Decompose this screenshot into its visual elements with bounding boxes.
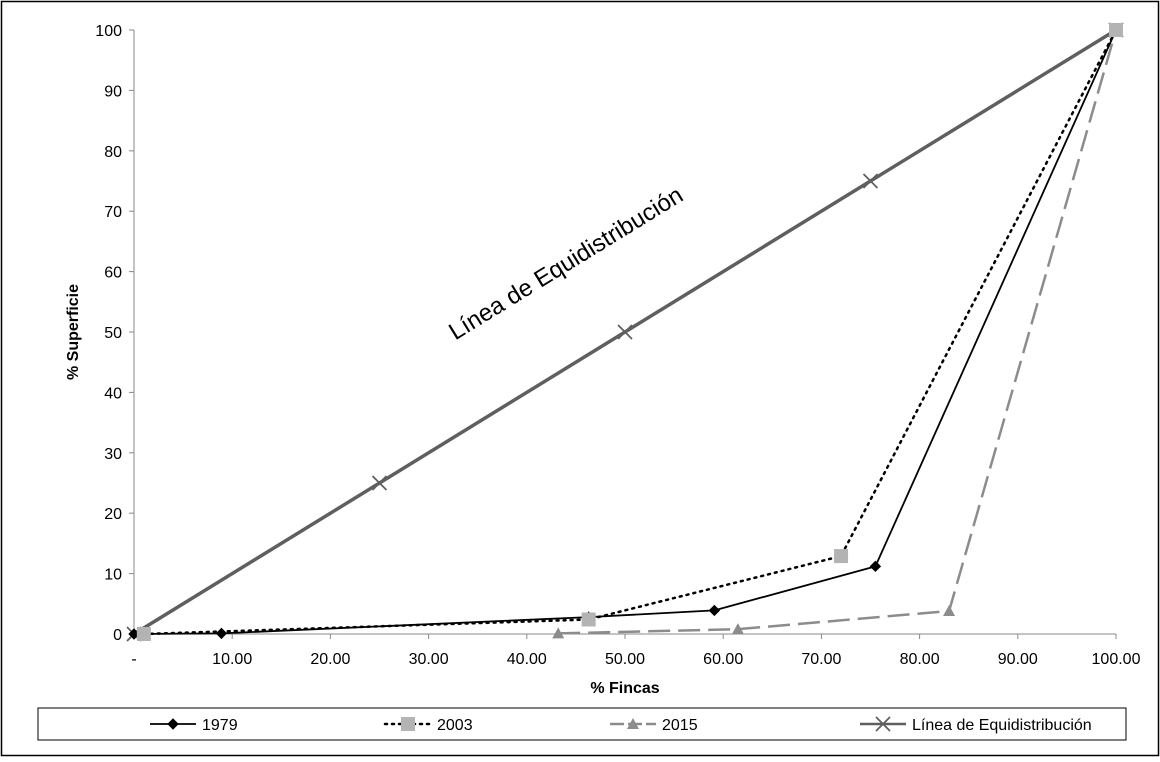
x-axis-title: % Fincas	[590, 680, 659, 697]
data-point-2003	[581, 612, 596, 627]
legend-item-2003: 2003	[383, 717, 473, 734]
series-2003	[136, 23, 1123, 641]
x-tick-label: 50.00	[605, 651, 645, 668]
y-tick-label: 60	[104, 265, 122, 282]
legend-marker-2003	[401, 717, 415, 731]
data-point-l-nea-de-equidistribuci-n	[862, 173, 879, 189]
legend-marker-l-nea-de-equidistribuci-n	[875, 716, 891, 732]
y-tick-label: 80	[104, 144, 122, 161]
y-tick-label: 40	[104, 385, 122, 402]
x-tick-label: 90.00	[998, 651, 1038, 668]
x-tick-label: 30.00	[409, 651, 449, 668]
x-tick-label: 80.00	[900, 651, 940, 668]
legend-item-2015: 2015	[610, 717, 698, 734]
y-tick-label: 30	[104, 446, 122, 463]
series-line-2015	[558, 29, 1118, 635]
data-point-1979	[869, 560, 882, 573]
data-point-l-nea-de-equidistribuci-n	[371, 475, 388, 491]
legend-marker-1979	[167, 718, 179, 730]
data-point-l-nea-de-equidistribuci-n	[617, 324, 633, 340]
y-tick-label: 0	[113, 627, 122, 644]
x-tick-label: 20.00	[310, 651, 350, 668]
y-tick-label: 70	[104, 204, 122, 221]
x-tick-label: -	[131, 651, 136, 668]
data-point-2003	[834, 549, 849, 564]
data-point-2015	[731, 623, 744, 635]
y-tick-label: 10	[104, 567, 122, 584]
x-tick-label: 10.00	[212, 651, 252, 668]
y-tick-label: 100	[95, 23, 122, 40]
y-tick-label: 50	[104, 325, 122, 342]
y-axis-ticks: 0 10 20 30 40 50 60 70 80 90 100	[95, 23, 134, 644]
data-point-2003	[136, 627, 151, 641]
legend-marker-2015	[627, 718, 639, 729]
legend-label: 2015	[662, 717, 698, 734]
legend-label: Línea de Equidistribución	[912, 717, 1092, 734]
x-tick-label: 100.00	[1092, 651, 1141, 668]
data-point-2003	[1109, 23, 1123, 37]
y-tick-label: 20	[104, 506, 122, 523]
plot-series	[126, 22, 1124, 642]
legend-item-1979: 1979	[150, 717, 238, 734]
legend: 1979 2003 2015 Línea de Equidistribución	[150, 716, 1092, 734]
x-tick-label: 70.00	[801, 651, 841, 668]
legend-item-l-nea-de-equidistribuci-n: Línea de Equidistribución	[860, 716, 1092, 734]
x-tick-label: 60.00	[703, 651, 743, 668]
x-axis-ticks: - 10.00 20.00 30.00 40.00 50.00 60.00 70.00 80.0…	[131, 634, 1141, 668]
series-line-1979	[133, 29, 1117, 635]
data-point-2015	[552, 627, 565, 639]
series-line-2003	[142, 28, 1118, 636]
y-axis-title: % Superficie	[65, 284, 82, 380]
data-point-2015	[943, 605, 956, 617]
data-point-1979	[215, 627, 228, 640]
y-tick-label: 90	[104, 83, 122, 100]
legend-box	[37, 707, 1127, 741]
legend-label: 1979	[202, 717, 238, 734]
legend-label: 2003	[437, 717, 473, 734]
data-point-1979	[708, 604, 721, 617]
x-tick-label: 40.00	[507, 651, 547, 668]
